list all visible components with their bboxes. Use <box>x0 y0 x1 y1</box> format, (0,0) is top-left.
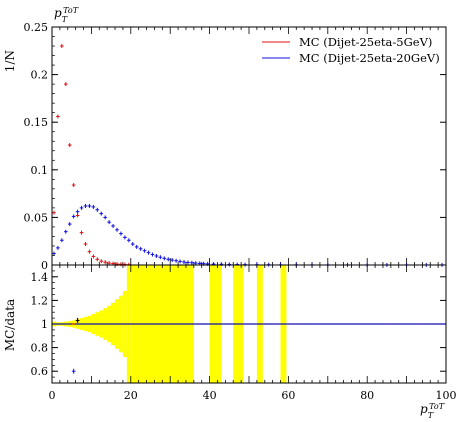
main-y-tick-label: 0.1 <box>31 164 49 177</box>
main-series <box>52 44 444 267</box>
main-y-tick-label: 0.2 <box>31 69 49 82</box>
legend-label-5gev: MC (Dijet-25eta-5GeV) <box>299 35 432 49</box>
main-y-tick-label: 0.05 <box>24 211 49 224</box>
ratio-x-tick-label: 0 <box>49 389 56 402</box>
main-top-label: pTToT <box>54 6 79 24</box>
ratio-x-tick-label: 80 <box>360 389 374 402</box>
ratio-panel: 0.6 0.8 1 1.2 1.4 0 20 40 60 80 100 MC/data pTToT <box>3 264 457 420</box>
legend: MC (Dijet-25eta-5GeV) MC (Dijet-25eta-20… <box>262 35 440 65</box>
main-y-tick-label: 0.15 <box>24 116 49 129</box>
legend-label-20gev: MC (Dijet-25eta-20GeV) <box>299 51 440 65</box>
ratio-x-tick-labels: 0 20 40 60 80 100 <box>49 389 457 402</box>
ratio-y-axis-title: MC/data <box>3 299 17 351</box>
ratio-y-tick-label: 0.8 <box>31 342 49 355</box>
ratio-y-tick-labels: 0.6 0.8 1 1.2 1.4 <box>31 271 49 378</box>
ratio-x-tick-label: 60 <box>281 389 295 402</box>
ratio-x-tick-label: 40 <box>203 389 217 402</box>
main-y-tick-label: 0 <box>41 259 48 272</box>
main-y-tick-label: 0.25 <box>24 21 49 34</box>
ratio-x-tick-label: 100 <box>436 389 457 402</box>
ratio-series <box>51 317 447 374</box>
ratio-x-axis-title: pTToT <box>420 402 445 420</box>
ratio-x-tick-label: 20 <box>124 389 138 402</box>
ratio-y-tick-label: 1.2 <box>31 294 49 307</box>
main-y-axis-title: 1/N <box>3 50 17 72</box>
ratio-y-tick-label: 0.6 <box>31 365 49 378</box>
ratio-y-tick-label: 1.4 <box>31 271 49 284</box>
ratio-plot-frame <box>51 264 447 384</box>
ratio-y-tick-label: 1 <box>41 318 48 331</box>
main-y-tick-labels: 0 0.05 0.1 0.15 0.2 0.25 <box>24 21 49 272</box>
